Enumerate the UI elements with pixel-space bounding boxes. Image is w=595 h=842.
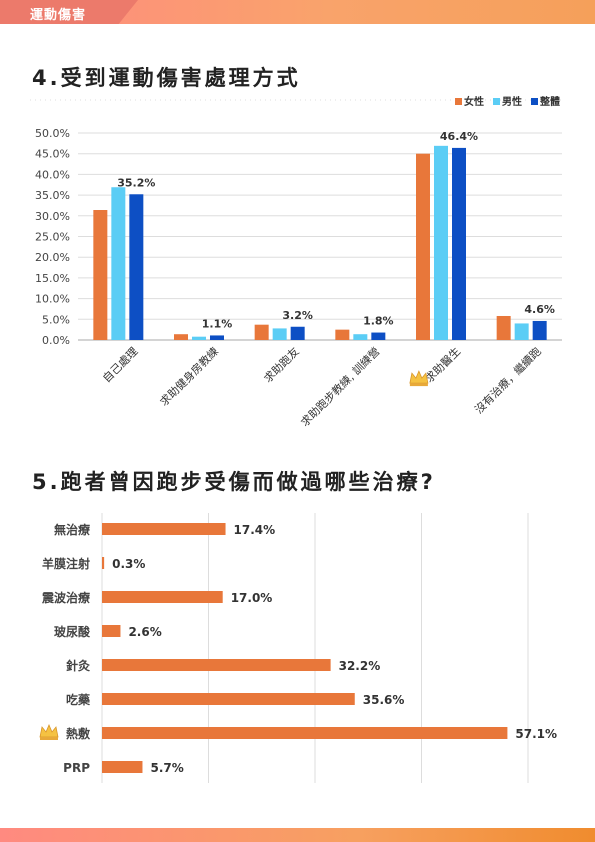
chart4-ytick-label: 0.0% (42, 334, 70, 347)
chart4-category-label: 求助跑友 (261, 344, 302, 385)
chart4-bar (174, 334, 188, 340)
chart5-bar (102, 625, 121, 637)
chart5-category-label: 羊膜注射 (42, 556, 90, 571)
crown-icon-shape (409, 370, 429, 384)
crown-icon-shape (39, 723, 59, 738)
chart4-svg: 0.0% 5.0% 10.0% 15.0% 20.0% 25.0% 30.0% 35.0% 40… (30, 95, 565, 429)
chart5-data-label: 0.3% (112, 557, 145, 571)
chart4-ytick-label: 5.0% (42, 313, 70, 326)
crown-icon (39, 723, 59, 740)
chart4-bar (452, 147, 466, 340)
chart4-legend-swatch (493, 98, 500, 105)
chart4-data-label: 1.1% (202, 317, 233, 330)
crown-icon-base (409, 383, 428, 387)
chart4-bar (514, 323, 529, 340)
section-tag-label: 運動傷害 (30, 8, 87, 23)
chart4-category-label: 自己處理 (99, 344, 140, 385)
chart5-bar (102, 659, 331, 671)
chart4-bar (93, 210, 108, 340)
chart4-bar (532, 320, 547, 340)
chart5-category-label: 吃藥 (66, 692, 91, 707)
crown-icon (409, 370, 429, 387)
chart5-bar (102, 693, 355, 705)
chart4-bar (129, 194, 144, 340)
chart4-data-label: 4.6% (524, 303, 555, 316)
chart5-data-label: 57.1% (515, 727, 557, 741)
chart4-ytick-label: 40.0% (35, 168, 70, 181)
chart4-ytick-label: 10.0% (35, 293, 70, 306)
chart4-data-label: 1.8% (363, 315, 394, 328)
chart4-bar (192, 336, 206, 340)
chart5-bar (102, 591, 223, 603)
chart4-legend-swatch (531, 98, 538, 105)
chart4-category-label: 求助健身房教練 (157, 344, 221, 408)
chart5-category-label: 玻尿酸 (54, 624, 91, 639)
chart5-category-label: 無治療 (54, 522, 90, 537)
chart4-bar (210, 335, 224, 340)
chart4-category-label: 求助醫生 (422, 344, 463, 385)
chart4-legend-label: 男性 (502, 95, 522, 108)
chart5-svg: 無治療 17.4% 羊膜注射 0.3% 震波治療 17.0% 玻尿酸 2.6% 針灸 32.2% 吃… (39, 513, 557, 783)
chart4-legend-label: 女性 (464, 95, 484, 108)
chart5-category-label: 震波治療 (42, 590, 90, 605)
chart5-category-label: 熱敷 (66, 726, 91, 741)
chart5-data-label: 5.7% (150, 761, 183, 775)
chart5-bar (102, 761, 143, 773)
chart5-title: 5.跑者曾因跑步受傷而做過哪些治療? (32, 470, 436, 494)
section-tag: 運動傷害 (0, 0, 138, 24)
chart5-bar (102, 557, 105, 569)
chart4-ytick-label: 30.0% (35, 210, 70, 223)
chart4-data-label: 3.2% (282, 309, 313, 322)
chart4-category-label: 沒有治療，繼續跑 (472, 344, 544, 416)
chart4-ytick-label: 50.0% (35, 127, 70, 140)
chart4-ytick-label: 25.0% (35, 231, 70, 244)
chart5-data-label: 32.2% (339, 659, 381, 673)
chart5-data-label: 35.6% (363, 693, 405, 707)
chart4-legend-swatch (455, 98, 462, 105)
chart5-bar (102, 727, 508, 739)
chart5-category-label: 針灸 (66, 658, 90, 673)
chart4-ytick-label: 20.0% (35, 251, 70, 264)
chart5-data-label: 2.6% (128, 625, 161, 639)
chart4-ytick-label: 35.0% (35, 189, 70, 202)
chart4-bar (496, 315, 511, 340)
chart4-legend-label: 整體 (539, 95, 560, 108)
chart4-ytick-label: 45.0% (35, 148, 70, 161)
chart4-title: 4.受到運動傷害處理方式 (32, 66, 301, 90)
chart4-bar (272, 328, 287, 340)
chart5-bar (102, 523, 226, 535)
chart5-data-label: 17.0% (231, 591, 273, 605)
chart4-bar (290, 326, 305, 340)
chart4-data-label: 46.4% (440, 130, 478, 143)
chart4-ytick-label: 15.0% (35, 272, 70, 285)
chart4-bar (371, 332, 386, 340)
chart5-category-label: PRP (63, 761, 90, 775)
crown-icon-base (40, 737, 58, 740)
chart4-bar (254, 324, 269, 340)
chart4-category-label: 求助跑步教練, 訓練營 (298, 344, 383, 429)
chart4-bar (353, 334, 368, 340)
footer-bar (0, 828, 595, 842)
chart4-bar (111, 187, 126, 340)
chart4-bar (335, 329, 350, 340)
chart4-bar (416, 153, 430, 340)
chart4-data-label: 35.2% (117, 176, 155, 189)
chart4-bar (434, 145, 448, 340)
chart5-data-label: 17.4% (234, 523, 276, 537)
